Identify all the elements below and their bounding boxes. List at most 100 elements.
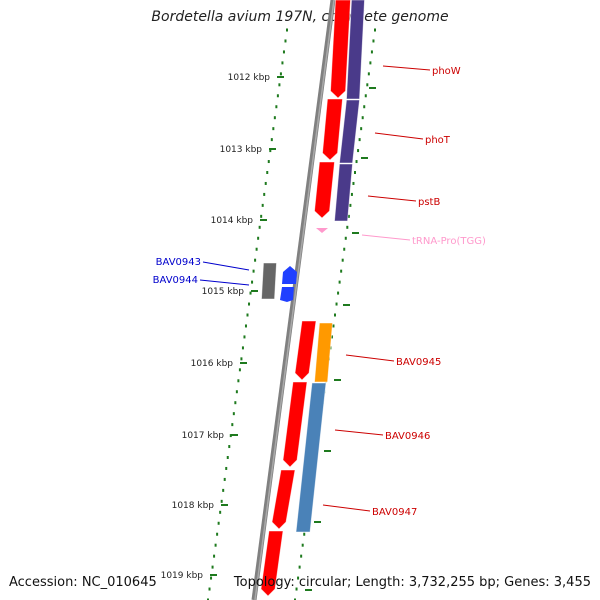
kbp-tick-label: 1012 kbp [228, 73, 271, 83]
steelblue-block[interactable] [295, 382, 327, 533]
guide-dot [229, 434, 232, 438]
guide-dot [295, 587, 298, 591]
guide-dot [243, 335, 246, 339]
feature-label-bav0945[interactable]: BAV0945 [396, 357, 441, 368]
guide-dot [366, 83, 369, 87]
feature-labels[interactable]: phoW phoT pstB tRNA-Pro(TGG) BAV0943 BAV0944 B… [153, 65, 486, 518]
purple-block[interactable] [346, 0, 365, 100]
feature-leader-line [334, 429, 384, 436]
guide-dot [278, 83, 281, 87]
feature-label-pstb[interactable]: pstB [418, 197, 440, 208]
guide-dot [335, 302, 338, 306]
purple-block[interactable] [339, 99, 360, 164]
guide-dot [281, 61, 284, 65]
trna-marker[interactable] [316, 228, 328, 233]
guide-dot [363, 105, 366, 109]
guide-dot [344, 236, 347, 240]
guide-dot [216, 532, 219, 536]
guide-dot [208, 587, 211, 591]
guide-dot [349, 203, 352, 207]
feature-label-phow[interactable]: phoW [432, 66, 461, 77]
guide-dot [279, 72, 282, 76]
guide-dot [370, 50, 373, 54]
guide-dot [240, 357, 243, 361]
guide-dot [238, 368, 241, 372]
guide-dot [346, 225, 349, 229]
guide-dot [214, 543, 217, 547]
guide-dot [364, 94, 367, 98]
feature-label-bav0944[interactable]: BAV0944 [153, 275, 198, 286]
guide-dot [352, 181, 355, 185]
kbp-tick-label: 1019 kbp [161, 571, 204, 581]
guide-dot [300, 554, 303, 558]
feature-label-bav0943[interactable]: BAV0943 [156, 257, 201, 268]
cds-block[interactable] [314, 161, 335, 219]
cds-block[interactable] [322, 98, 343, 161]
kbp-tick-label: 1013 kbp [220, 145, 263, 155]
guide-dot [303, 532, 306, 536]
accession-text: Accession: NC_010645 [9, 575, 157, 590]
track-guides [207, 28, 376, 600]
feature-label-bav0947[interactable]: BAV0947 [372, 507, 417, 518]
feature-leader-line [199, 279, 250, 286]
guide-dot [330, 335, 333, 339]
guide-dot [251, 280, 254, 284]
guide-dot [354, 171, 356, 174]
cds-block[interactable] [282, 381, 308, 468]
guide-dot [347, 214, 350, 218]
orange-block[interactable] [314, 322, 333, 383]
blue-gene-block[interactable] [280, 287, 294, 302]
guide-dot [350, 192, 353, 196]
guide-dot [272, 127, 275, 131]
guide-dot [234, 401, 237, 405]
guide-dot [361, 116, 364, 120]
feature-label-trna-pro-tgg[interactable]: tRNA-Pro(TGG) [412, 236, 486, 247]
guide-dot [258, 225, 261, 229]
kbp-tick-label: 1018 kbp [172, 501, 215, 511]
cds-block[interactable] [294, 320, 317, 381]
guide-dot [211, 565, 214, 569]
guide-dot [334, 313, 336, 317]
blue-gene-block[interactable] [282, 266, 297, 284]
guide-dot [275, 105, 278, 109]
guide-dot [332, 324, 335, 328]
guide-dot [232, 412, 235, 416]
guide-dot [270, 138, 273, 142]
kbp-tick-label: 1015 kbp [202, 287, 245, 297]
cds-block[interactable] [271, 469, 296, 530]
feature-leader-line [322, 504, 371, 512]
kbp-ticks: 1012 kbp 1013 kbp 1014 kbp 1015 kbp 1016 kbp… [161, 73, 376, 591]
guide-dot [222, 488, 225, 492]
map-title: Bordetella avium 197N, complete genome [151, 9, 449, 25]
guide-dot [297, 576, 300, 580]
guide-dot [254, 258, 257, 262]
guide-dot [284, 39, 287, 43]
guide-dot [372, 39, 375, 43]
guide-dot [226, 456, 229, 459]
guide-dot [263, 192, 266, 196]
gray-gene-block[interactable] [261, 262, 277, 300]
feature-leader-line [374, 132, 424, 140]
guide-dot [217, 521, 220, 525]
guide-dot [248, 302, 251, 306]
cds-block[interactable] [260, 530, 284, 597]
guide-dot [207, 598, 209, 600]
purple-block[interactable] [334, 163, 353, 222]
guide-dot [241, 346, 244, 350]
feature-leader-line [367, 195, 417, 202]
genome-summary: Topology: circular; Length: 3,732,255 bp… [233, 575, 591, 590]
guide-dot [210, 576, 213, 580]
feature-blocks[interactable] [260, 0, 365, 597]
guide-dot [337, 291, 340, 295]
guide-dot [249, 291, 252, 295]
guide-dot [355, 160, 358, 164]
feature-leader-line [361, 234, 411, 241]
guide-dot [374, 28, 376, 32]
genome-backbone [251, 0, 336, 600]
feature-label-phot[interactable]: phoT [425, 135, 451, 146]
cds-block[interactable] [330, 0, 351, 99]
feature-label-bav0946[interactable]: BAV0946 [385, 431, 430, 442]
guide-dot [341, 258, 344, 262]
guide-dot [220, 499, 223, 503]
